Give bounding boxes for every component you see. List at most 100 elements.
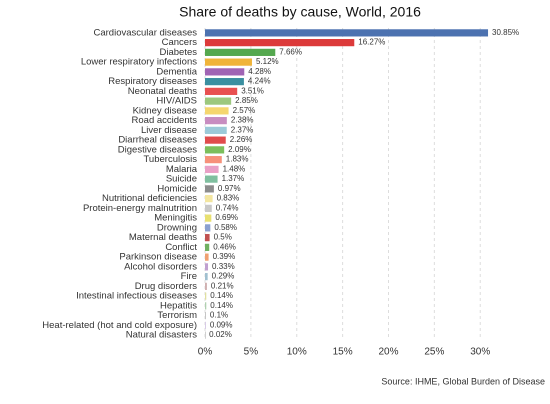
value-label: 5.12% <box>256 57 279 66</box>
bar <box>205 273 208 281</box>
value-label: 0.21% <box>211 281 234 290</box>
x-tick-label: 30% <box>470 347 490 358</box>
category-label: Neonatal deaths <box>128 86 197 97</box>
bar <box>205 175 218 183</box>
bar <box>205 58 252 66</box>
category-label: Parkinson disease <box>119 252 197 263</box>
category-label: Kidney disease <box>133 105 197 116</box>
category-label: Tuberculosis <box>143 154 197 165</box>
bar <box>205 165 219 173</box>
value-label: 0.14% <box>210 291 233 300</box>
value-label: 7.66% <box>279 47 302 56</box>
category-label: Respiratory diseases <box>108 76 197 87</box>
category-label: Drug disorders <box>135 281 198 292</box>
category-label: Lower respiratory infections <box>81 57 197 68</box>
category-label: Heat-related (hot and cold exposure) <box>42 320 197 331</box>
category-label: Diarrheal diseases <box>118 135 197 146</box>
value-label: 1.37% <box>222 174 245 183</box>
bar <box>205 97 232 105</box>
bar <box>205 48 276 56</box>
category-label: Dementia <box>156 66 197 77</box>
value-label: 2.38% <box>231 116 254 125</box>
category-label: Fire <box>181 271 197 282</box>
bar <box>205 263 209 271</box>
value-label: 1.83% <box>226 155 249 164</box>
value-label: 2.26% <box>230 135 253 144</box>
bar <box>205 136 226 144</box>
value-label: 0.29% <box>212 272 235 281</box>
x-tick-label: 0% <box>198 347 213 358</box>
category-label: Intestinal infectious diseases <box>76 291 197 302</box>
category-label: Homicide <box>157 183 197 194</box>
bar <box>205 292 207 300</box>
bar <box>205 214 212 222</box>
value-label: 3.51% <box>241 86 264 95</box>
value-label: 0.39% <box>213 252 236 261</box>
bar <box>205 253 209 261</box>
value-label: 1.48% <box>223 164 246 173</box>
category-label: Cardiovascular diseases <box>94 27 198 38</box>
category-label: Meningitis <box>154 213 197 224</box>
x-tick-label: 10% <box>287 347 307 358</box>
value-label: 4.28% <box>248 67 271 76</box>
category-label: Alcohol disorders <box>124 261 197 272</box>
category-label: Diabetes <box>160 47 198 58</box>
value-label: 0.14% <box>210 301 233 310</box>
bar <box>205 195 213 203</box>
bar <box>205 39 355 47</box>
bar <box>205 234 210 242</box>
bar <box>205 126 227 134</box>
category-label: Digestive diseases <box>118 144 197 155</box>
value-label: 2.09% <box>228 145 251 154</box>
category-label: Cancers <box>162 37 198 48</box>
value-label: 0.74% <box>216 203 239 212</box>
category-label: Terrorism <box>157 310 197 321</box>
value-label: 0.83% <box>217 194 240 203</box>
value-label: 30.85% <box>492 28 519 37</box>
value-label: 16.27% <box>358 38 385 47</box>
value-label: 0.33% <box>212 262 235 271</box>
chart-title: Share of deaths by cause, World, 2016 <box>179 4 421 20</box>
category-label: HIV/AIDS <box>156 96 197 107</box>
bar <box>205 321 206 329</box>
bar <box>205 146 225 154</box>
bar <box>205 302 207 310</box>
category-label: Protein-energy malnutrition <box>83 203 197 214</box>
bar <box>205 224 211 232</box>
value-label: 0.97% <box>218 184 241 193</box>
value-label: 4.24% <box>248 77 271 86</box>
value-label: 2.85% <box>235 96 258 105</box>
bar <box>205 243 210 251</box>
category-label: Drowning <box>157 222 197 233</box>
bar <box>205 107 229 115</box>
value-label: 0.46% <box>213 242 236 251</box>
x-tick-label: 5% <box>244 347 259 358</box>
bar <box>205 68 245 76</box>
bar <box>205 78 244 86</box>
bar <box>205 282 207 290</box>
bar <box>205 331 206 339</box>
category-label: Conflict <box>165 242 197 253</box>
x-tick-label: 20% <box>378 347 398 358</box>
value-label: 0.5% <box>214 233 232 242</box>
value-label: 0.02% <box>209 330 232 339</box>
value-label: 0.69% <box>215 213 238 222</box>
value-label: 0.09% <box>210 320 233 329</box>
x-tick-label: 15% <box>333 347 353 358</box>
bar <box>205 117 227 125</box>
value-label: 2.57% <box>233 106 256 115</box>
category-label: Malaria <box>166 164 198 175</box>
bar <box>205 312 206 320</box>
bar <box>205 204 212 212</box>
category-label: Hepatitis <box>160 300 197 311</box>
category-label: Liver disease <box>141 125 197 136</box>
value-label: 0.1% <box>210 311 228 320</box>
bar <box>205 185 214 193</box>
category-label: Maternal deaths <box>129 232 197 243</box>
bar <box>205 29 489 37</box>
bar <box>205 156 222 164</box>
category-label: Road accidents <box>132 115 198 126</box>
value-label: 0.58% <box>214 223 237 232</box>
value-label: 2.37% <box>231 125 254 134</box>
